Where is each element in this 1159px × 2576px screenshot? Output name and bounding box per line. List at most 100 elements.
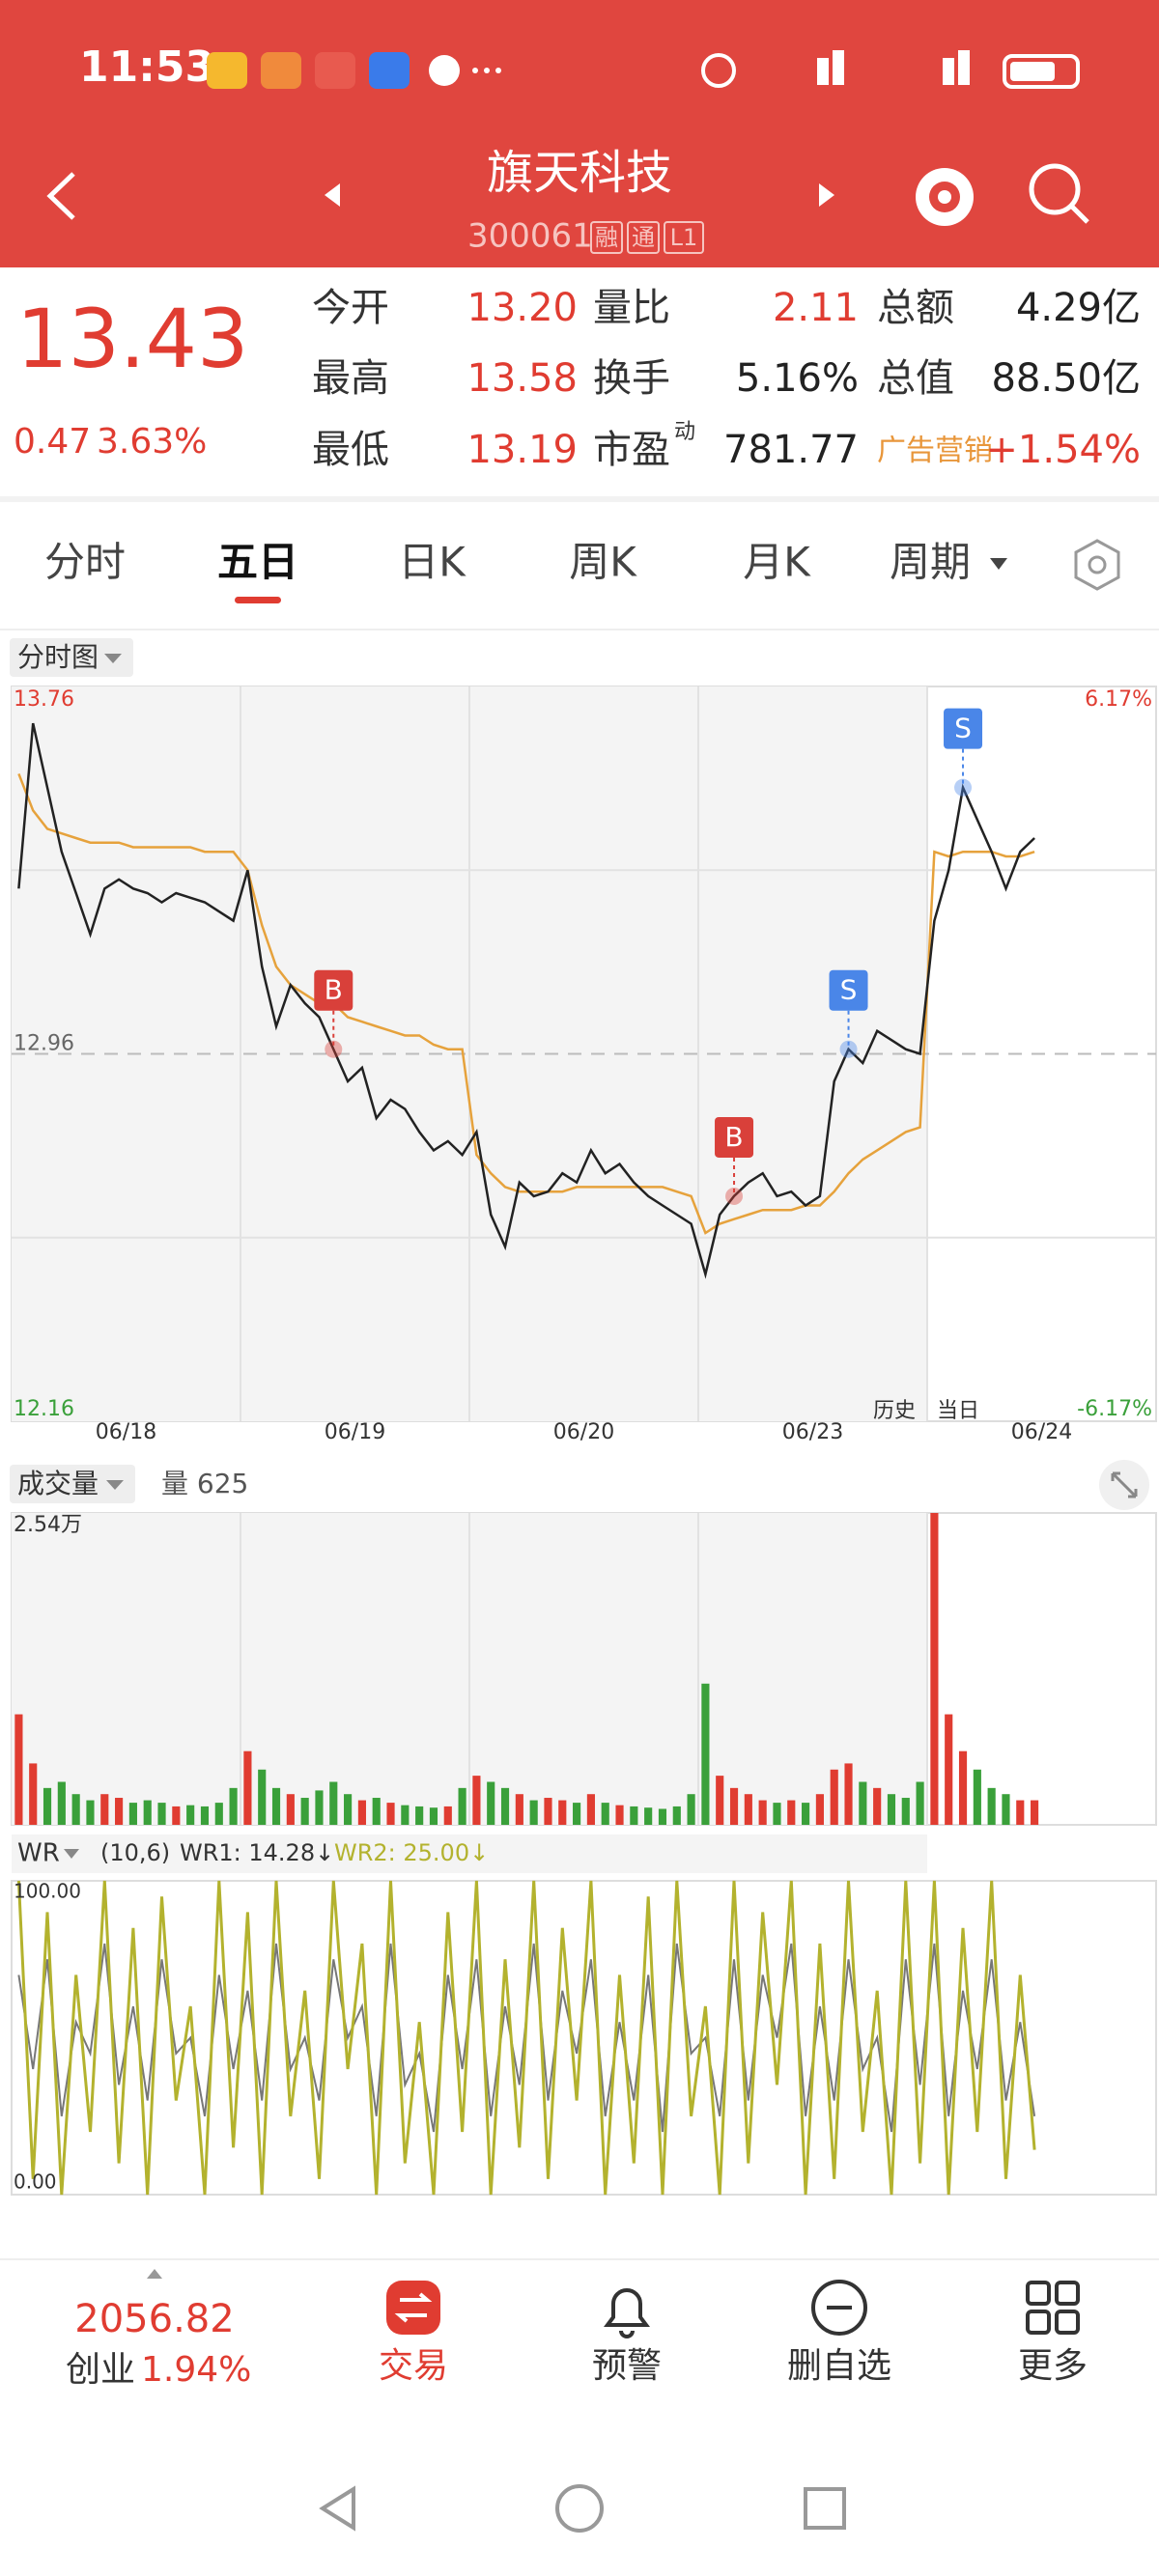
prev-stock[interactable]	[325, 183, 340, 207]
stock-code: 300061	[467, 217, 593, 256]
volume-bar	[573, 1803, 581, 1825]
tab[interactable]: 日K	[398, 539, 466, 586]
volume-bar	[529, 1800, 538, 1825]
index-value[interactable]: 2056.82	[74, 2297, 234, 2341]
stat-label: 最高	[312, 356, 389, 401]
trade-badge	[715, 1116, 754, 1158]
volume-bar	[687, 1794, 695, 1825]
stat-label: 最低	[312, 428, 389, 472]
volume-bar	[57, 1781, 66, 1825]
tab[interactable]: 周K	[569, 539, 637, 586]
badge: 通	[632, 224, 655, 251]
volume-bar	[758, 1800, 767, 1825]
volume-bar	[672, 1806, 681, 1825]
trade-point	[325, 1040, 343, 1058]
wr-params: (10,6)	[100, 1839, 170, 1866]
stat-label: 换手	[593, 356, 670, 401]
volume-bar	[14, 1714, 23, 1825]
volume-bar	[458, 1787, 466, 1825]
stat-label: 总额	[877, 286, 954, 330]
volume-bar	[773, 1803, 781, 1825]
x-tick-label: 06/20	[553, 1420, 614, 1444]
volume-bar	[243, 1750, 252, 1825]
volume-bar	[29, 1763, 38, 1825]
nav-home[interactable]	[555, 2484, 604, 2533]
last-price: 13.43	[16, 292, 248, 386]
volume-bar	[386, 1803, 395, 1825]
volume-bar	[1016, 1800, 1025, 1825]
volume-current: 量 625	[161, 1468, 248, 1499]
volume-bar	[744, 1794, 752, 1825]
trade-label: S	[840, 974, 858, 1006]
volume-bar	[802, 1803, 810, 1825]
badges: 融通 L1	[590, 221, 704, 254]
volume-bar	[143, 1800, 152, 1825]
y-tick-label: 2.54万	[14, 1513, 82, 1537]
volume-bar	[344, 1794, 353, 1825]
volume-bar	[300, 1798, 309, 1825]
wr-legend: WR1: 14.28↓	[180, 1839, 334, 1866]
back-button[interactable]	[46, 172, 75, 220]
mascot-button[interactable]	[916, 168, 974, 226]
header-bg	[0, 0, 1159, 267]
stat-value: 2.11	[773, 286, 859, 330]
expand-icon	[1111, 1471, 1138, 1498]
trade-point	[839, 1040, 858, 1058]
volume-bar	[658, 1808, 667, 1825]
nav-recent[interactable]	[804, 2487, 846, 2530]
volume-bar	[329, 1781, 338, 1825]
stat-label: 市盈	[593, 428, 670, 472]
volume-dropdown	[106, 1480, 124, 1490]
volume-bar	[787, 1800, 796, 1825]
trade-point	[725, 1187, 744, 1205]
y-tick-label: 100.00	[14, 1880, 81, 1903]
stat-label: 今开	[312, 286, 389, 330]
volume-bar	[157, 1803, 166, 1825]
volume-bar	[86, 1800, 95, 1825]
trade-badge	[314, 969, 353, 1011]
volume-bar	[630, 1806, 638, 1825]
stat-value: +1.54%	[985, 428, 1141, 472]
series-line	[17, 772, 1035, 1235]
tab[interactable]: 月K	[743, 539, 811, 586]
nav-label[interactable]: 删自选	[787, 2346, 891, 2386]
volume-bar	[558, 1800, 567, 1825]
y-tick-label: 12.96	[14, 1032, 74, 1056]
volume-bar	[186, 1805, 195, 1825]
tab[interactable]: 五日	[217, 539, 298, 586]
tab[interactable]: 分时	[44, 539, 126, 586]
chart-selector[interactable]: 分时图	[10, 638, 133, 677]
trade-badge	[829, 969, 868, 1011]
search-button[interactable]	[1029, 163, 1089, 224]
volume-bar	[472, 1776, 481, 1825]
volume-selector[interactable]	[10, 1465, 135, 1503]
nav-label[interactable]: 预警	[592, 2346, 662, 2386]
y-tick-label: 0.00	[14, 2170, 57, 2194]
volume-bar	[429, 1807, 438, 1825]
next-stock[interactable]	[819, 183, 834, 207]
volume-bar	[372, 1798, 381, 1825]
volume-bar	[901, 1798, 910, 1825]
volume-bar	[71, 1794, 80, 1825]
status-icons	[207, 50, 1080, 89]
nav-label[interactable]: 交易	[379, 2346, 448, 2386]
x-tick-label: 06/19	[325, 1420, 385, 1444]
android-nav	[319, 2484, 846, 2533]
today-label: 当日	[937, 1399, 979, 1423]
volume-bar	[544, 1798, 552, 1825]
volume-bar	[859, 1781, 867, 1825]
nav-label[interactable]: 更多	[1018, 2346, 1088, 2386]
badge: L1	[670, 224, 698, 251]
tab[interactable]: 周期	[890, 539, 971, 586]
volume-bar	[615, 1805, 624, 1825]
volume-bar	[271, 1787, 281, 1825]
series-line	[17, 722, 1035, 1279]
y2-tick-label: 6.17%	[1085, 687, 1152, 712]
x-tick-label: 06/24	[1011, 1420, 1072, 1444]
chart-frame	[11, 1880, 1157, 2196]
nav-back[interactable]	[319, 2485, 355, 2532]
nav-icon	[1026, 2310, 1051, 2335]
settings-button[interactable]	[1074, 539, 1120, 591]
trade-label: S	[954, 713, 972, 744]
